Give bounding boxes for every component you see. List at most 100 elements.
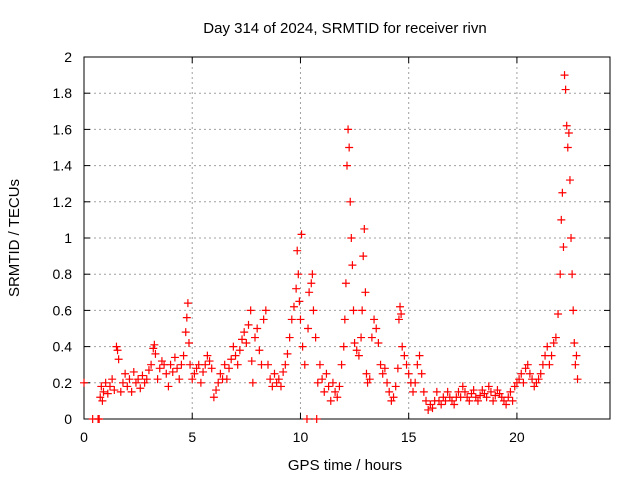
data-point [447,396,456,405]
data-point [199,367,208,376]
data-point [573,375,582,384]
data-point [419,387,428,396]
data-point [389,393,398,402]
data-point [374,338,383,347]
data-point [357,333,366,342]
data-point [437,400,446,409]
data-point [238,335,247,344]
data-point [216,369,225,378]
data-point [517,369,526,378]
tick-labels: 00.20.40.60.811.21.41.61.820 5 10 15 20 [53,49,525,445]
data-point [380,364,389,373]
data-point [98,396,107,405]
data-point [473,396,482,405]
data-point [426,400,435,409]
data-point [346,197,355,206]
data-point [315,360,324,369]
data-point [311,333,320,342]
data-point [307,279,316,288]
data-point [376,360,385,369]
data-point [155,364,164,373]
data-point [298,342,307,351]
data-point [209,393,218,402]
data-point [519,378,528,387]
data-point [545,360,554,369]
data-point [391,382,400,391]
data-point [147,360,156,369]
data-point [136,384,145,393]
data-point [510,382,519,391]
data-point [493,386,502,395]
data-point [480,389,489,398]
data-point [370,315,379,324]
y-tick-label: 0.4 [53,339,73,355]
data-point [207,364,216,373]
data-point [212,386,221,395]
data-point [272,378,281,387]
data-point [123,382,132,391]
data-point [393,364,402,373]
data-point [205,357,214,366]
data-point [491,391,500,400]
data-point [551,333,560,342]
data-point [476,391,485,400]
data-point [266,375,275,384]
data-point [349,306,358,315]
data-point [394,315,403,324]
data-point [341,279,350,288]
data-point [328,378,337,387]
axis-ticks [83,56,610,420]
chart-title: Day 314 of 2024, SRMTID for receiver riv… [203,20,486,37]
data-point [192,364,201,373]
data-point [162,369,171,378]
data-point [348,261,357,270]
data-point [558,188,567,197]
data-point [560,71,569,80]
data-point [547,351,556,360]
data-point [345,143,354,152]
data-point [570,338,579,347]
data-point [383,378,392,387]
data-point [387,396,396,405]
data-point [281,360,290,369]
data-point [131,378,140,387]
data-point [184,338,193,347]
data-point [318,375,327,384]
data-point [297,230,306,239]
data-point [460,387,469,396]
data-point [506,387,515,396]
data-point [568,270,577,279]
data-point [417,369,426,378]
data-point [168,367,177,376]
data-point [186,360,195,369]
data-point [561,85,570,94]
data-point [458,382,467,391]
data-point [478,386,487,395]
data-point [521,364,530,373]
data-point [105,382,114,391]
data-point [409,387,418,396]
data-point [525,369,534,378]
data-point [312,415,321,423]
data-point [285,333,294,342]
data-point [244,320,253,329]
data-point [515,375,524,384]
data-point [263,360,272,369]
data-point [486,387,495,396]
data-point [565,176,574,185]
data-point [113,346,122,355]
data-point [404,369,413,378]
data-point [308,270,317,279]
data-point [214,378,223,387]
x-tick-label: 15 [401,429,417,445]
data-point [343,161,351,170]
data-point [362,369,371,378]
data-marks [80,71,582,423]
data-point [532,378,541,387]
data-point [324,382,333,391]
x-tick-label: 5 [188,429,196,445]
y-tick-label: 0.6 [53,302,73,318]
data-point [255,346,264,355]
data-point [523,360,532,369]
